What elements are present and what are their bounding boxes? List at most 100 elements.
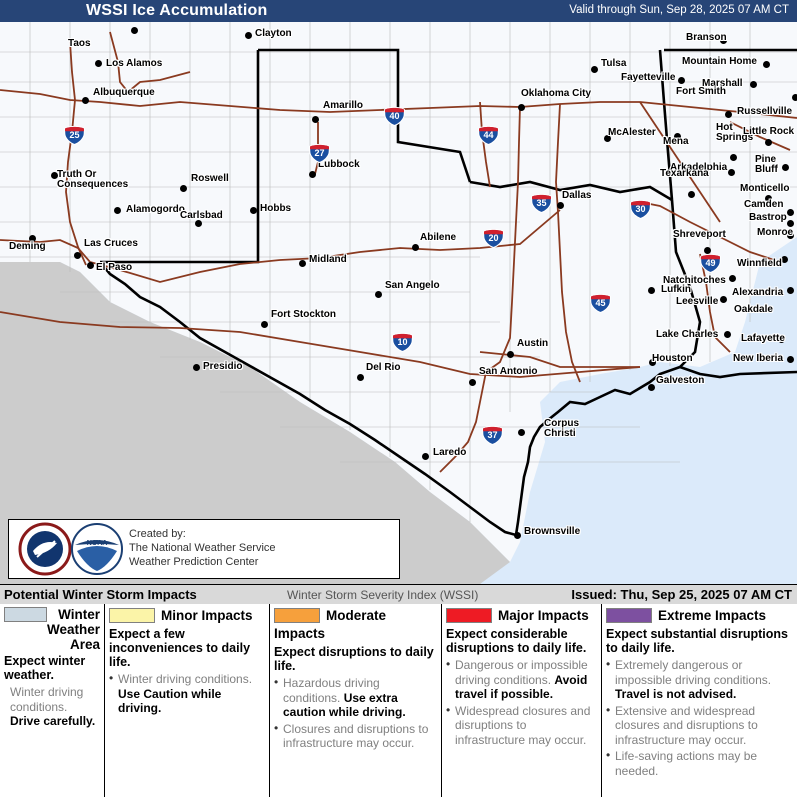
agency-logos: NOAA [18,522,123,576]
noaa-logo-icon: NOAA [71,523,123,575]
legend-swatch-winter-weather-area [4,607,47,622]
bullet-emphasis: Avoid travel if possible. [455,672,588,702]
city-label: New Iberia [733,353,784,364]
city-dot [725,111,732,118]
legend-bullet: Hazardous driving conditions. Use extra … [274,675,437,720]
city-label: Lafayette [741,333,785,344]
legend-bullet: Life-saving actions may be needed. [606,748,793,778]
city-dot [763,61,770,68]
legend-column-extreme: Extreme Impacts Expect substantial disrup… [602,604,797,797]
legend-swatch-major [446,608,492,624]
city-dot [674,133,681,140]
city-label: Texarkana [660,168,709,179]
city-label: San Antonio [479,366,538,377]
interstate-number: 49 [705,258,716,268]
city-dot [357,374,364,381]
city-label: Russellville [737,106,793,117]
interstate-shield-icon: 44 [478,126,499,145]
city-dot [724,331,731,338]
impact-legend: Winter Weather Area Expect winter weather. W… [0,604,797,797]
city-label: Midland [309,254,347,265]
legend-bullet: Dangerous or impossible driving conditio… [446,657,597,702]
city-dot [778,336,785,343]
interstate-shield-icon: 37 [482,426,503,445]
bullet-text: Winter driving conditions. [10,685,84,714]
nws-logo-icon [18,522,72,576]
interstate-number: 45 [595,298,606,308]
city-label: McAlester [608,127,656,138]
legend-swatch-extreme [606,608,652,624]
credit-line-3: Weather Prediction Center [129,556,259,568]
city-dot [792,94,797,101]
city-label: Fort Smith [676,86,726,97]
city-label: Lufkin [661,284,691,295]
city-label: Los Alamos [106,58,163,69]
credit-line-1: Created by: [129,528,186,540]
city-label: Galveston [656,375,705,386]
city-dot [754,306,761,313]
interstate-shield-icon: 20 [483,229,504,248]
city-label: Albuquerque [93,87,155,98]
city-dot [422,453,429,460]
legend-bullets-extreme: Extremely dangerous or impossible drivin… [606,657,793,778]
city-dot [514,532,521,539]
bullet-text: Closures and disruptions to infrastructu… [283,721,429,751]
city-dot [787,209,794,216]
city-label: Roswell [191,173,229,184]
svg-text:NOAA: NOAA [87,540,108,547]
interstate-number: 37 [487,430,498,440]
credit-line-2: The National Weather Service [129,542,276,554]
valid-through-text: Valid through Sun, Sep 28, 2025 07 AM CT [569,4,789,16]
legend-bullet: Extensive and widespread closures and di… [606,703,793,748]
bullet-text: Winter driving conditions. [118,672,253,686]
city-dot [518,104,525,111]
city-dot [730,154,737,161]
city-dot [131,27,138,34]
city-dot [720,37,727,44]
state-borders [99,48,797,537]
city-label: Truth Or Consequences [57,169,129,190]
legend-lead-extreme: Expect substantial disruptions to daily … [606,627,788,655]
city-dot [781,256,788,263]
city-label: El Paso [96,262,133,273]
city-dot [750,81,757,88]
city-label: Las Cruces [84,238,138,249]
interstate-number: 25 [69,130,80,140]
city-dot [95,60,102,67]
map-canvas[interactable]: Taos Clayton Los Alamos Albuquerque Tulsa Bra… [0,22,797,584]
interstate-shield-icon: 40 [384,107,405,126]
city-dot [412,244,419,251]
city-dot [193,364,200,371]
city-dot [82,97,89,104]
bullet-text: Extremely dangerous or impossible drivin… [615,658,772,687]
city-dot [250,207,257,214]
interstate-number: 44 [483,130,494,140]
legend-bullets-major: Dangerous or impossible driving conditio… [446,657,597,747]
city-dot [180,185,187,192]
city-dot [782,164,789,171]
legend-title-moderate: Moderate Impacts [274,608,387,642]
interstate-number: 30 [635,204,646,214]
city-label: Mena [663,136,689,147]
city-label: Del Rio [366,362,401,373]
bullet-text: Hazardous driving conditions. [283,676,380,705]
city-label: Fort Stockton [271,309,336,320]
city-label: Branson [686,32,727,43]
city-dot [787,220,794,227]
legend-bullet: Closures and disruptions to infrastructu… [274,721,437,751]
city-label: Camden [744,199,784,210]
city-label: Clayton [255,28,292,39]
legend-column-moderate: Moderate Impacts Expect disruptions to da… [270,604,442,797]
city-dot [720,296,727,303]
city-dot [648,384,655,391]
city-dot [704,247,711,254]
city-label: Austin [517,338,549,349]
city-label: Shreveport [673,229,726,240]
city-dot [114,207,121,214]
city-label: Lake Charles [656,329,719,340]
city-label: Pine Bluff [755,154,778,175]
legend-title-bar: Potential Winter Storm Impacts Winter St… [0,584,797,605]
city-label: Oklahoma City [521,88,592,99]
bullet-text: Dangerous or impossible driving conditio… [455,658,588,687]
interstate-shield-icon: 45 [590,294,611,313]
